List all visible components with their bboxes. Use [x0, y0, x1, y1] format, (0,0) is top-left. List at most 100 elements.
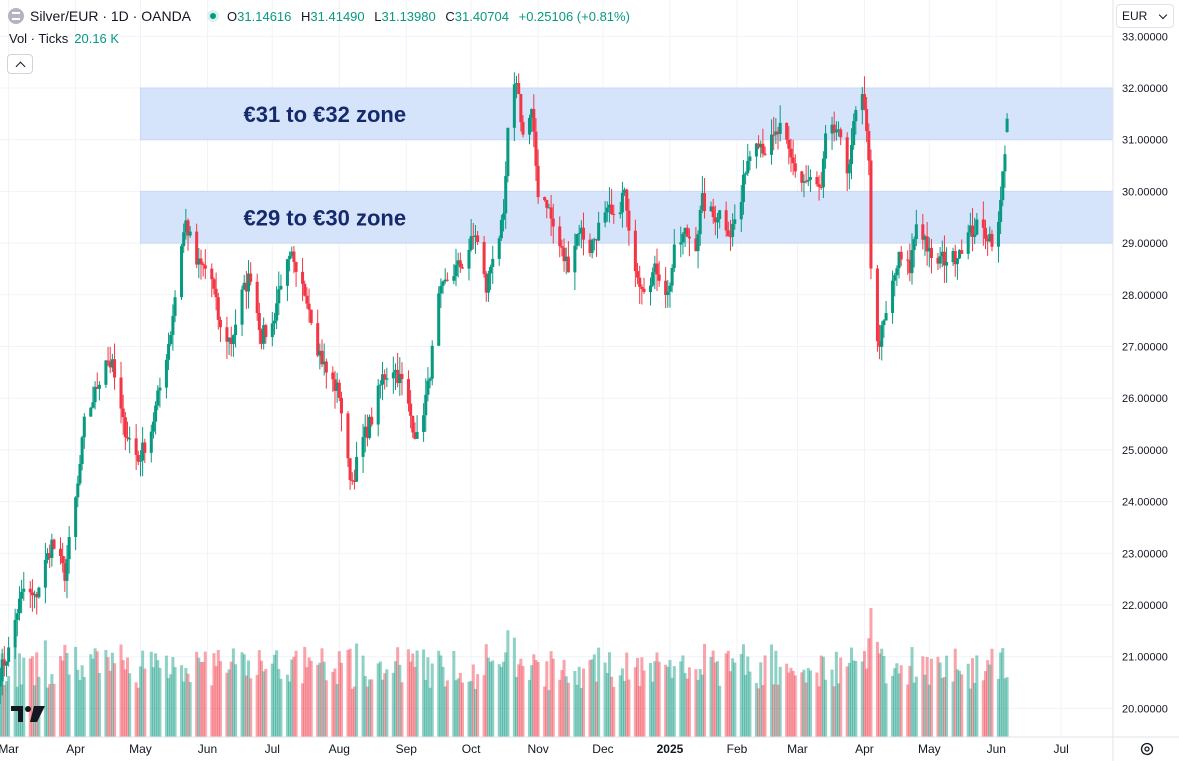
price-axis[interactable]: 33.00000 32.00000 31.00000 30.00000 29.00000…	[1112, 0, 1168, 761]
candle-body	[199, 258, 203, 264]
candle-body	[724, 210, 728, 231]
candle-body	[560, 246, 564, 248]
zone-band	[139, 87, 1114, 141]
candle-body	[136, 454, 140, 462]
currency-select[interactable]: EUR	[1116, 4, 1174, 28]
candle-body	[0, 659, 4, 682]
candle-body	[808, 177, 812, 180]
candle-body	[65, 559, 69, 581]
candle-body	[502, 213, 506, 220]
candle-body	[558, 226, 562, 247]
volume-bar	[776, 684, 780, 737]
time-tick-label: Mar	[787, 742, 808, 756]
volume-legend: Vol · Ticks 20.16 K	[9, 31, 119, 46]
volume-bar	[731, 658, 735, 737]
volume-bar	[97, 672, 101, 737]
candle-body	[748, 156, 752, 161]
low-value: 31.13980	[381, 8, 436, 24]
gear-icon[interactable]	[1139, 741, 1155, 757]
symbol-title[interactable]: Silver/EUR · 1D · OANDA	[30, 8, 192, 24]
candle-body	[914, 224, 918, 240]
candle-body	[305, 295, 309, 304]
candle-body	[78, 464, 82, 484]
candle-body	[936, 257, 940, 264]
volume-bar	[865, 668, 869, 737]
volume-bar	[715, 661, 720, 737]
volume-bar	[471, 664, 475, 737]
candle-body	[348, 458, 352, 481]
volume-bar	[945, 655, 949, 737]
volume-bar	[884, 683, 888, 737]
volume-bar	[640, 657, 644, 737]
candle-body	[149, 431, 153, 453]
volume-bar	[590, 659, 594, 737]
volume-bar	[983, 671, 988, 737]
volume-bar	[988, 664, 992, 737]
volume-bar	[936, 656, 940, 737]
volume-bar	[778, 666, 782, 737]
candle-body	[942, 251, 946, 266]
candle-body	[623, 189, 627, 193]
volume-bar	[454, 680, 458, 737]
candle-body	[50, 539, 54, 558]
candle-body	[33, 594, 37, 596]
volume-bar	[625, 652, 629, 737]
volume-bar	[981, 680, 985, 737]
zone-label: €31 to €32 zone	[243, 102, 406, 127]
volume-bar	[383, 673, 387, 737]
volume-bar	[545, 661, 549, 737]
candle-body	[212, 279, 216, 289]
volume-bar	[48, 684, 52, 737]
volume-bar	[370, 679, 374, 737]
candle-body	[912, 239, 916, 251]
volume-bar	[897, 673, 901, 737]
time-tick-label: Aug	[329, 742, 350, 756]
candle-body	[422, 415, 426, 432]
candle-body	[255, 281, 259, 314]
volume-bar	[893, 668, 897, 737]
candle-body	[499, 219, 503, 239]
volume-bar	[186, 673, 190, 737]
volume-bar	[4, 681, 8, 737]
candle-body	[746, 160, 750, 174]
time-tick-label: Nov	[527, 742, 548, 756]
candle-body	[82, 416, 86, 438]
volume-bar	[7, 676, 11, 737]
volume-bar	[951, 681, 955, 737]
market-status-icon[interactable]	[207, 10, 220, 22]
volume-bar	[638, 685, 642, 737]
volume-bar	[847, 662, 851, 737]
candle-body	[393, 369, 398, 373]
volume-bar	[785, 663, 789, 737]
candle-body	[899, 251, 903, 260]
candle-body	[582, 227, 586, 240]
volume-bar	[1005, 677, 1009, 737]
time-axis[interactable]: Mar Apr May Jun Jul Aug Sep Oct Nov Dec 2025 Feb Mar…	[0, 736, 1179, 756]
volume-bar	[244, 675, 248, 737]
price-tick-label: 28.00000	[1122, 290, 1168, 302]
candle-body	[590, 240, 594, 254]
close-value: 31.40704	[454, 8, 509, 24]
candle-body	[534, 131, 538, 166]
candle-body	[741, 174, 745, 203]
volume-bar	[400, 682, 404, 737]
candle-body	[744, 173, 748, 175]
candle-body	[106, 360, 110, 362]
volume-label[interactable]: Vol · Ticks	[9, 31, 69, 46]
volume-bar	[426, 657, 430, 737]
candle-body	[793, 163, 797, 172]
volume-bar	[925, 656, 929, 737]
volume-bar	[700, 674, 704, 737]
volume-bar	[398, 664, 402, 737]
candle-body	[113, 359, 117, 378]
volume-bar	[275, 650, 279, 737]
volume-bar	[679, 661, 683, 737]
volume-bar	[910, 647, 914, 737]
collapse-legend-button[interactable]	[7, 54, 33, 74]
volume-bar	[1001, 648, 1005, 737]
volume-bar	[225, 672, 229, 737]
tradingview-logo-icon[interactable]	[10, 704, 46, 724]
candle-body	[398, 373, 402, 384]
candle-body	[231, 335, 235, 345]
